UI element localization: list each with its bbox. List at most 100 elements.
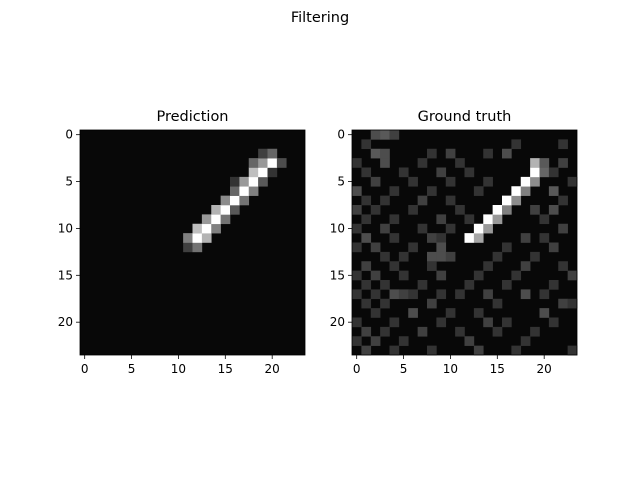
heatmap-cell <box>464 280 475 290</box>
heatmap-cell <box>417 326 428 337</box>
heatmap-cell <box>398 336 409 346</box>
heatmap-cell <box>502 205 512 215</box>
heatmap-cell <box>408 289 418 300</box>
heatmap-cell <box>389 233 400 243</box>
heatmap-cell <box>220 195 231 206</box>
heatmap-cell <box>473 308 484 318</box>
heatmap-cell <box>427 186 437 196</box>
heatmap-cell <box>230 176 240 187</box>
heatmap-cell <box>258 167 268 178</box>
x-tick-label: 15 <box>490 362 505 376</box>
heatmap-cell <box>267 167 278 178</box>
heatmap-cell <box>389 214 400 225</box>
heatmap-cell <box>567 298 578 309</box>
heatmap-cell <box>436 317 447 328</box>
axes-title: Ground truth <box>418 109 512 125</box>
heatmap-cell <box>417 223 428 234</box>
heatmap-cell <box>483 214 493 225</box>
heatmap-cell <box>258 176 268 187</box>
heatmap-cell <box>361 233 372 243</box>
heatmap-cell <box>483 176 493 187</box>
heatmap-cell <box>548 205 559 215</box>
heatmap-cell <box>352 205 362 215</box>
heatmap-cell <box>417 195 428 206</box>
heatmap-cell <box>530 251 540 262</box>
heatmap-cell <box>502 148 512 159</box>
heatmap-cell <box>361 139 372 150</box>
heatmap-cell <box>389 261 400 271</box>
heatmap-cell <box>389 186 400 196</box>
heatmap-cell <box>483 289 493 300</box>
heatmap-cell <box>427 233 437 243</box>
heatmap-cell <box>464 167 475 178</box>
heatmap-cell <box>408 308 418 318</box>
heatmap-cell <box>483 223 493 234</box>
heatmap-cell <box>417 280 428 290</box>
heatmap-cell <box>352 186 362 196</box>
x-tick-label: 10 <box>443 362 458 376</box>
heatmap-cell <box>230 186 240 196</box>
heatmap-cell <box>473 223 484 234</box>
heatmap-cell <box>530 158 540 168</box>
heatmap-cell <box>511 186 522 196</box>
heatmap-cell <box>492 251 503 262</box>
x-tick-label: 5 <box>400 362 408 376</box>
heatmap-cell <box>492 214 503 225</box>
heatmap-cell <box>567 345 578 356</box>
heatmap-cell <box>380 158 390 168</box>
heatmap-cell <box>352 289 362 300</box>
x-tick-label: 0 <box>81 362 89 376</box>
heatmap-cell <box>558 195 568 206</box>
heatmap-cell <box>239 176 250 187</box>
heatmap-cell <box>464 214 475 225</box>
y-tick-label: 10 <box>330 221 345 235</box>
heatmap-cell <box>492 298 503 309</box>
heatmap-cell <box>361 345 372 356</box>
heatmap-cell <box>192 223 203 234</box>
heatmap-cell <box>455 289 465 300</box>
heatmap-cell <box>239 195 250 206</box>
heatmap-cell <box>520 336 531 346</box>
heatmap-cell <box>352 223 362 234</box>
heatmap-cell <box>464 336 475 346</box>
heatmap-cell <box>455 158 465 168</box>
heatmap-cell <box>511 345 522 356</box>
heatmap-cell <box>530 176 540 187</box>
heatmap-cell <box>398 289 409 300</box>
heatmap-cell <box>267 148 278 159</box>
heatmap-cell <box>389 317 400 328</box>
heatmap-cell <box>192 233 203 243</box>
figure-suptitle: Filtering <box>291 10 349 26</box>
heatmap-cell <box>389 289 400 300</box>
heatmap-cell <box>352 242 362 253</box>
y-tick-label: 10 <box>58 221 73 235</box>
heatmap-cell <box>352 270 362 281</box>
heatmap-cell <box>398 167 409 178</box>
heatmap-cell <box>548 280 559 290</box>
ground-truth-panel: Ground truth 0 5 10 15 20 0 5 10 15 20 <box>330 109 578 376</box>
heatmap-cell <box>370 289 381 300</box>
heatmap-cell <box>380 148 390 159</box>
x-tick-label: 0 <box>353 362 361 376</box>
x-tick-label: 15 <box>218 362 233 376</box>
heatmap-cell <box>370 242 381 253</box>
heatmap-cell <box>370 270 381 281</box>
heatmap-cell <box>436 233 447 243</box>
heatmap-cell <box>558 298 568 309</box>
heatmap-cell <box>558 158 568 168</box>
y-tick-label: 20 <box>330 315 345 329</box>
heatmap-cell <box>361 195 372 206</box>
heatmap-cell <box>230 195 240 206</box>
heatmap-cell <box>567 270 578 281</box>
heatmap-cell <box>530 205 540 215</box>
heatmap-cell <box>408 205 418 215</box>
heatmap-cell <box>408 242 418 253</box>
heatmap-cell <box>539 233 550 243</box>
y-tick-label: 0 <box>337 128 345 142</box>
heatmap-cell <box>492 326 503 337</box>
heatmap-cell <box>511 139 522 150</box>
heatmap-cell <box>539 308 550 318</box>
heatmap-cell <box>211 205 221 215</box>
heatmap-cell <box>417 158 428 168</box>
heatmap-cell <box>398 251 409 262</box>
